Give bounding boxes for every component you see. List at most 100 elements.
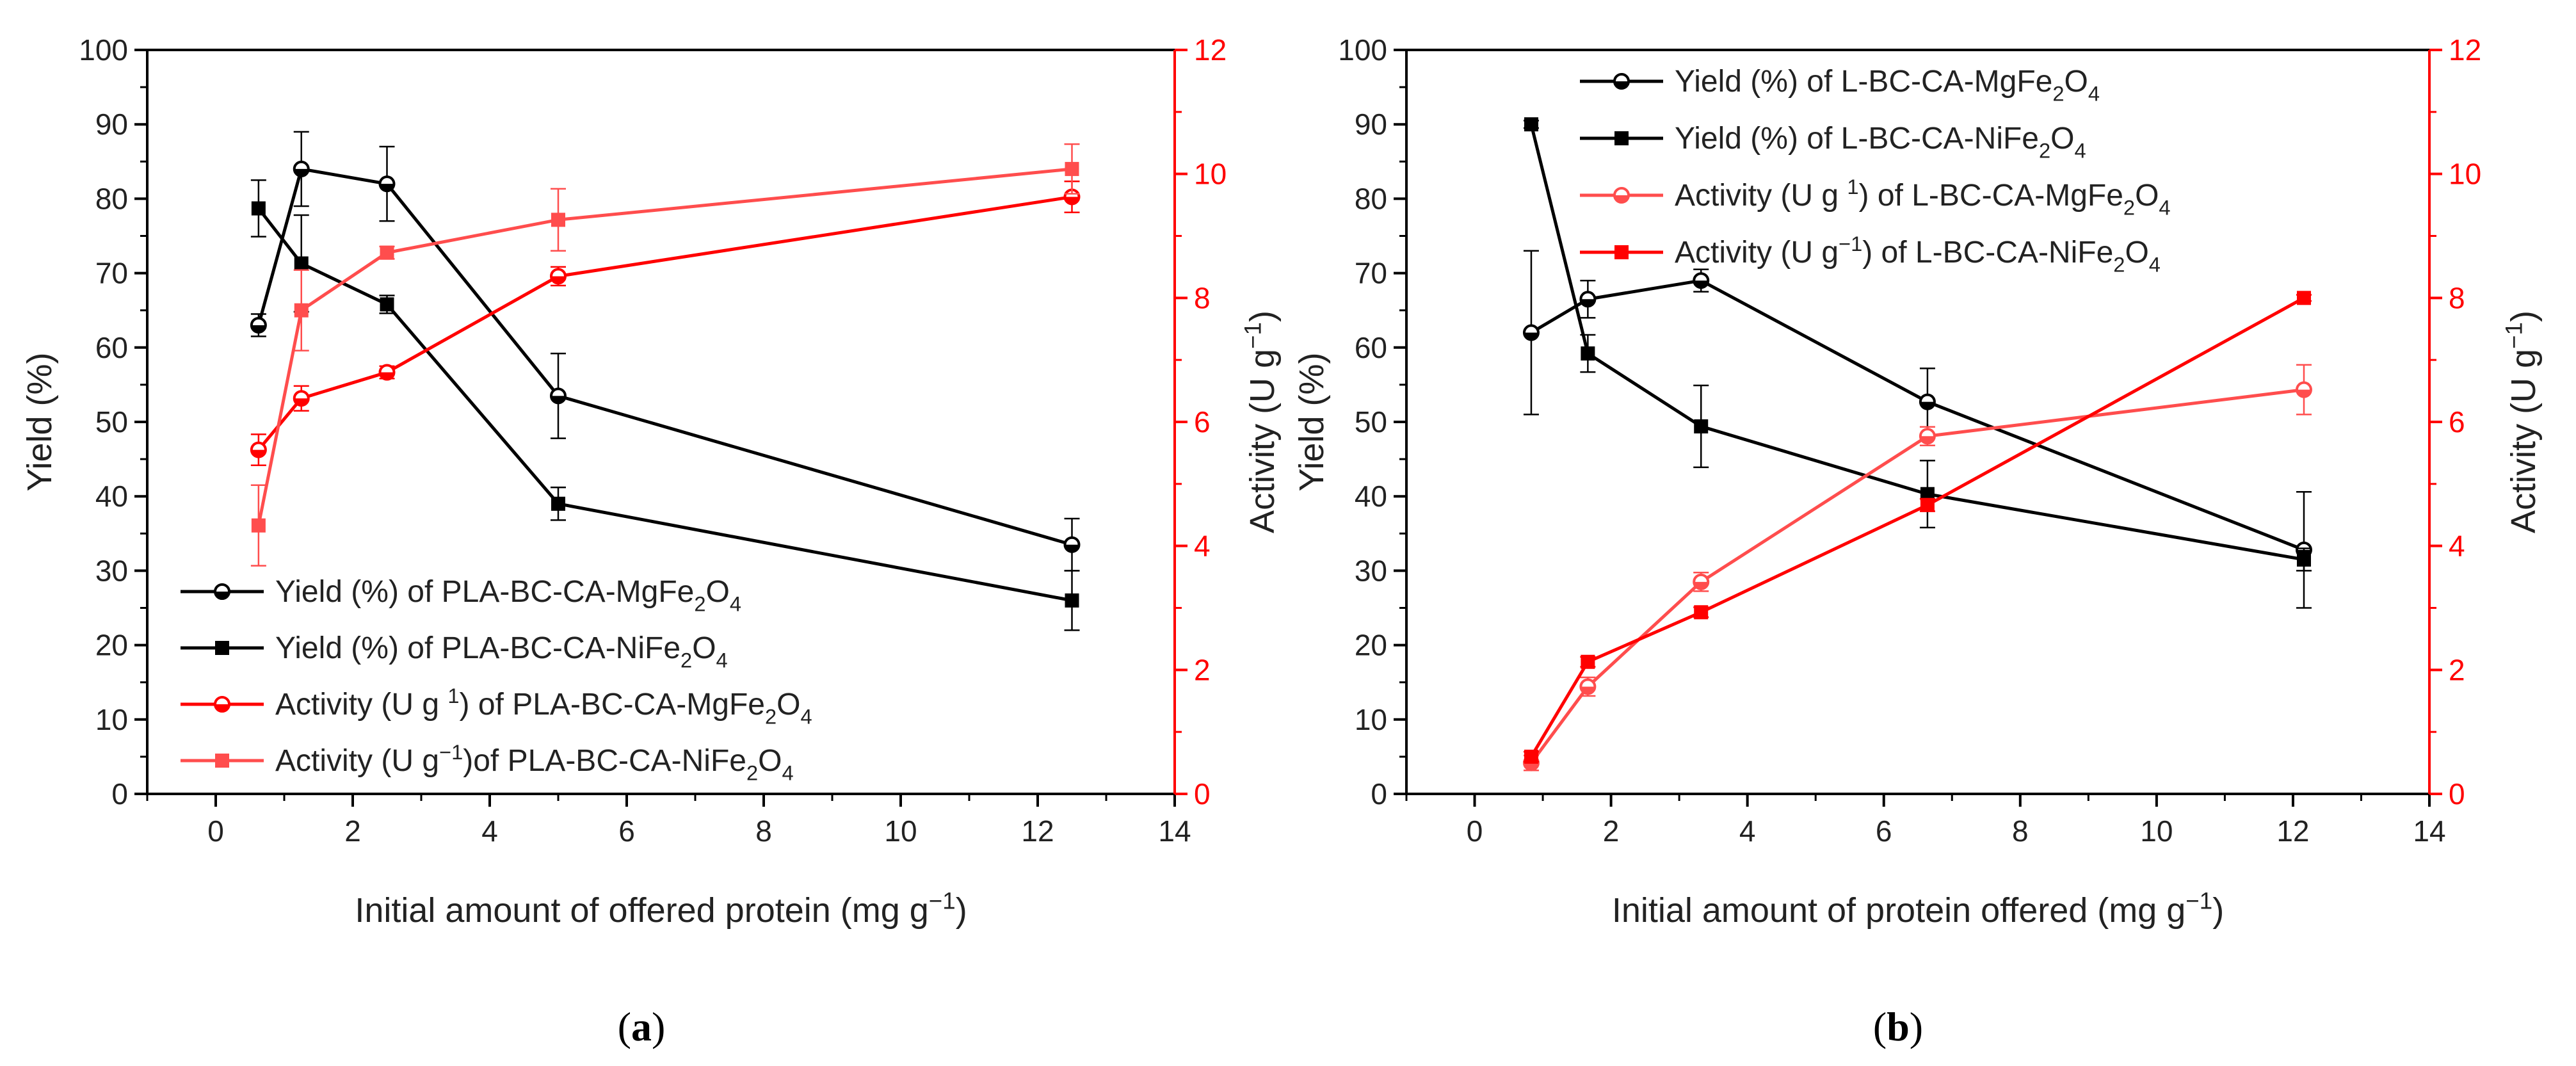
data-point: [294, 256, 309, 271]
legend-label: Yield (%) of L-BC-CA-NiFe2O4: [1675, 122, 2086, 162]
x-tick-label: 10: [884, 814, 917, 848]
y-tick-label: 0: [111, 777, 128, 811]
marker-half-fill: [1614, 81, 1629, 88]
y2-tick-label: 12: [1194, 33, 1227, 67]
legend-marker: [214, 696, 230, 713]
legend-label: Activity (U g−1) of L-BC-CA-NiFe2O4: [1675, 232, 2161, 277]
data-point: [1693, 272, 1710, 289]
marker-half-fill: [251, 449, 266, 457]
data-point: [1693, 573, 1710, 590]
chart-a: 0 2 4 6 8 10 12 1401020304050607080901000246810…: [20, 33, 1282, 930]
y-tick-label: 60: [1355, 331, 1387, 364]
series-line: [257, 167, 1072, 526]
data-point: [293, 160, 310, 177]
y2-tick-label: 0: [1194, 777, 1211, 811]
series-1: [250, 131, 1081, 572]
data-point: [1694, 605, 1709, 620]
data-point: [2296, 291, 2311, 305]
legend-item: Yield (%) of PLA-BC-CA-NiFe2O4: [181, 631, 728, 672]
data-point: [250, 441, 267, 458]
x-tick-label: 8: [755, 814, 772, 848]
x-axis-label: Initial amount of offered protein (mg g−…: [355, 887, 967, 930]
x-tick-label: 6: [1876, 814, 1892, 848]
legend-item: Activity (U g 1) of PLA-BC-CA-MgFe2O4: [181, 684, 812, 729]
y-axis-label: Yield (%): [20, 352, 59, 491]
series-4: [1523, 291, 2312, 764]
legend-marker: [1614, 131, 1629, 145]
chart-b: 0 2 4 6 8 10 12 1401020304050607080901000246810…: [1292, 33, 2543, 930]
y-tick-label: 10: [1355, 703, 1387, 736]
marker-half-fill: [1694, 280, 1709, 288]
x-tick-label: 0: [207, 814, 224, 848]
legend-item: Yield (%) of PLA-BC-CA-MgFe2O4: [181, 575, 741, 615]
y-tick-label: 80: [1355, 182, 1387, 215]
legend-item: Activity (U g−1) of L-BC-CA-NiFe2O4: [1580, 232, 2161, 277]
marker-half-fill: [215, 592, 229, 599]
legend-item: Yield (%) of L-BC-CA-MgFe2O4: [1580, 65, 2100, 105]
series-4: [250, 143, 1080, 567]
marker-half-fill: [294, 168, 309, 176]
data-point: [1065, 593, 1079, 608]
series-line: [257, 167, 1073, 547]
y2-tick-label: 8: [1194, 281, 1211, 314]
data-point: [1920, 497, 1935, 512]
panel-label-b: (b): [1873, 1004, 1923, 1049]
marker-half-fill: [1694, 581, 1709, 589]
marker-half-fill: [551, 276, 565, 284]
data-point: [378, 364, 396, 381]
data-point: [380, 245, 394, 260]
data-point: [1524, 117, 1538, 132]
series-2: [1523, 117, 2312, 572]
x-tick-label: 12: [2276, 814, 2309, 848]
data-point: [251, 201, 266, 216]
marker-half-fill: [2296, 389, 2311, 397]
y2-tick-label: 10: [1194, 157, 1227, 191]
series-1: [1522, 250, 2312, 609]
y-tick-label: 70: [1355, 257, 1387, 290]
data-point: [1919, 428, 1936, 445]
marker-half-fill: [1581, 299, 1595, 307]
y-tick-label: 90: [1355, 108, 1387, 141]
y2-tick-label: 6: [1194, 405, 1211, 439]
series-3: [1522, 364, 2312, 771]
marker-half-fill: [1920, 401, 1935, 409]
y-axis-label: Yield (%): [1292, 352, 1331, 491]
y-tick-label: 40: [95, 480, 128, 513]
y-tick-label: 20: [1355, 629, 1387, 662]
data-point: [550, 268, 567, 285]
legend-label: Yield (%) of L-BC-CA-MgFe2O4: [1675, 65, 2100, 105]
legend-marker: [214, 583, 230, 600]
y2-axis-label: Activity (U g−1): [1239, 311, 1282, 533]
y-tick-label: 100: [1338, 33, 1387, 67]
data-point: [1522, 324, 1540, 341]
legend-label: Activity (U g 1) of PLA-BC-CA-MgFe2O4: [275, 684, 812, 729]
y-tick-label: 30: [95, 554, 128, 587]
marker-half-fill: [1065, 544, 1079, 552]
y2-tick-label: 6: [2449, 405, 2465, 439]
legend: Yield (%) of L-BC-CA-MgFe2O4 Yield (%) o…: [1580, 65, 2171, 276]
y2-tick-label: 10: [2449, 157, 2481, 191]
y2-tick-label: 8: [2449, 281, 2465, 314]
data-point: [293, 390, 310, 407]
y-tick-label: 30: [1355, 554, 1387, 587]
marker-half-fill: [294, 398, 309, 406]
y-tick-label: 10: [95, 703, 128, 736]
series-line: [1529, 296, 2305, 758]
legend-marker: [215, 754, 229, 768]
data-point: [1581, 346, 1595, 361]
y-tick-label: 60: [95, 331, 128, 364]
y2-tick-label: 4: [1194, 529, 1211, 563]
x-tick-label: 10: [2140, 814, 2173, 848]
marker-half-fill: [551, 396, 565, 403]
legend-item: Activity (U g 1) of L-BC-CA-MgFe2O4: [1580, 175, 2171, 219]
legend-label: Activity (U g−1)of PLA-BC-CA-NiFe2O4: [275, 740, 794, 785]
x-tick-label: 2: [1603, 814, 1620, 848]
y-tick-label: 20: [95, 629, 128, 662]
legend-label: Yield (%) of PLA-BC-CA-MgFe2O4: [275, 575, 741, 615]
y-tick-label: 0: [1371, 777, 1387, 811]
data-point: [251, 518, 266, 533]
legend-marker: [1614, 245, 1629, 259]
data-point: [550, 387, 567, 405]
y-tick-label: 40: [1355, 480, 1387, 513]
data-point: [250, 316, 267, 334]
